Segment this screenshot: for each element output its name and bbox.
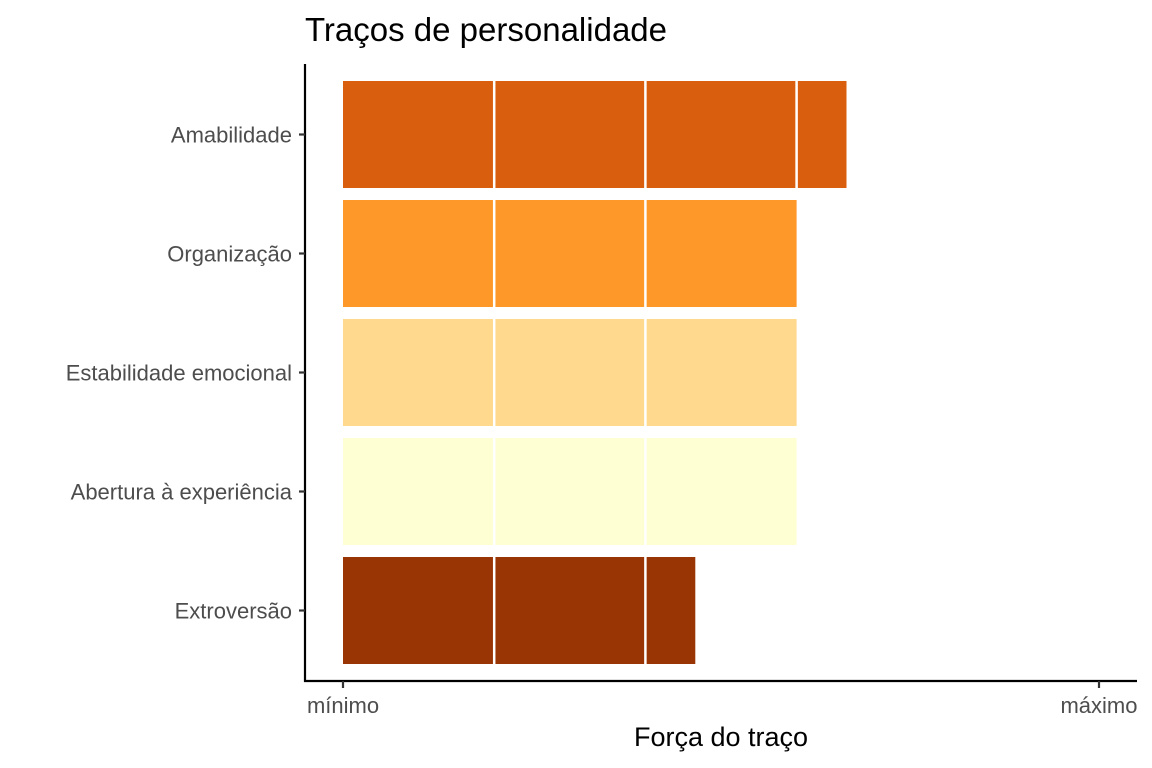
bar-amabilidade <box>343 81 847 188</box>
bar-abertura-a-experiencia <box>343 438 797 545</box>
x-tick-label: máximo <box>1060 693 1137 718</box>
y-tick-label-organizacao: Organização <box>167 242 292 267</box>
x-axis-title: Força do traço <box>634 722 808 752</box>
bars-group <box>343 81 847 664</box>
bar-estabilidade-emocional <box>343 319 797 426</box>
y-tick-label-estabilidade-emocional: Estabilidade emocional <box>66 361 292 386</box>
y-tick-label-amabilidade: Amabilidade <box>171 123 292 148</box>
x-tick-label: mínimo <box>307 693 379 718</box>
bar-extroversao <box>343 557 696 664</box>
y-tick-label-extroversao: Extroversão <box>175 599 292 624</box>
chart-title: Traços de personalidade <box>305 11 667 48</box>
bar-organizacao <box>343 200 797 307</box>
x-axis: mínimo máximo <box>304 679 1138 718</box>
y-tick-label-abertura-a-experiencia: Abertura à experiência <box>71 480 293 505</box>
y-axis: Amabilidade Organização Estabilidade emoci… <box>66 64 307 682</box>
